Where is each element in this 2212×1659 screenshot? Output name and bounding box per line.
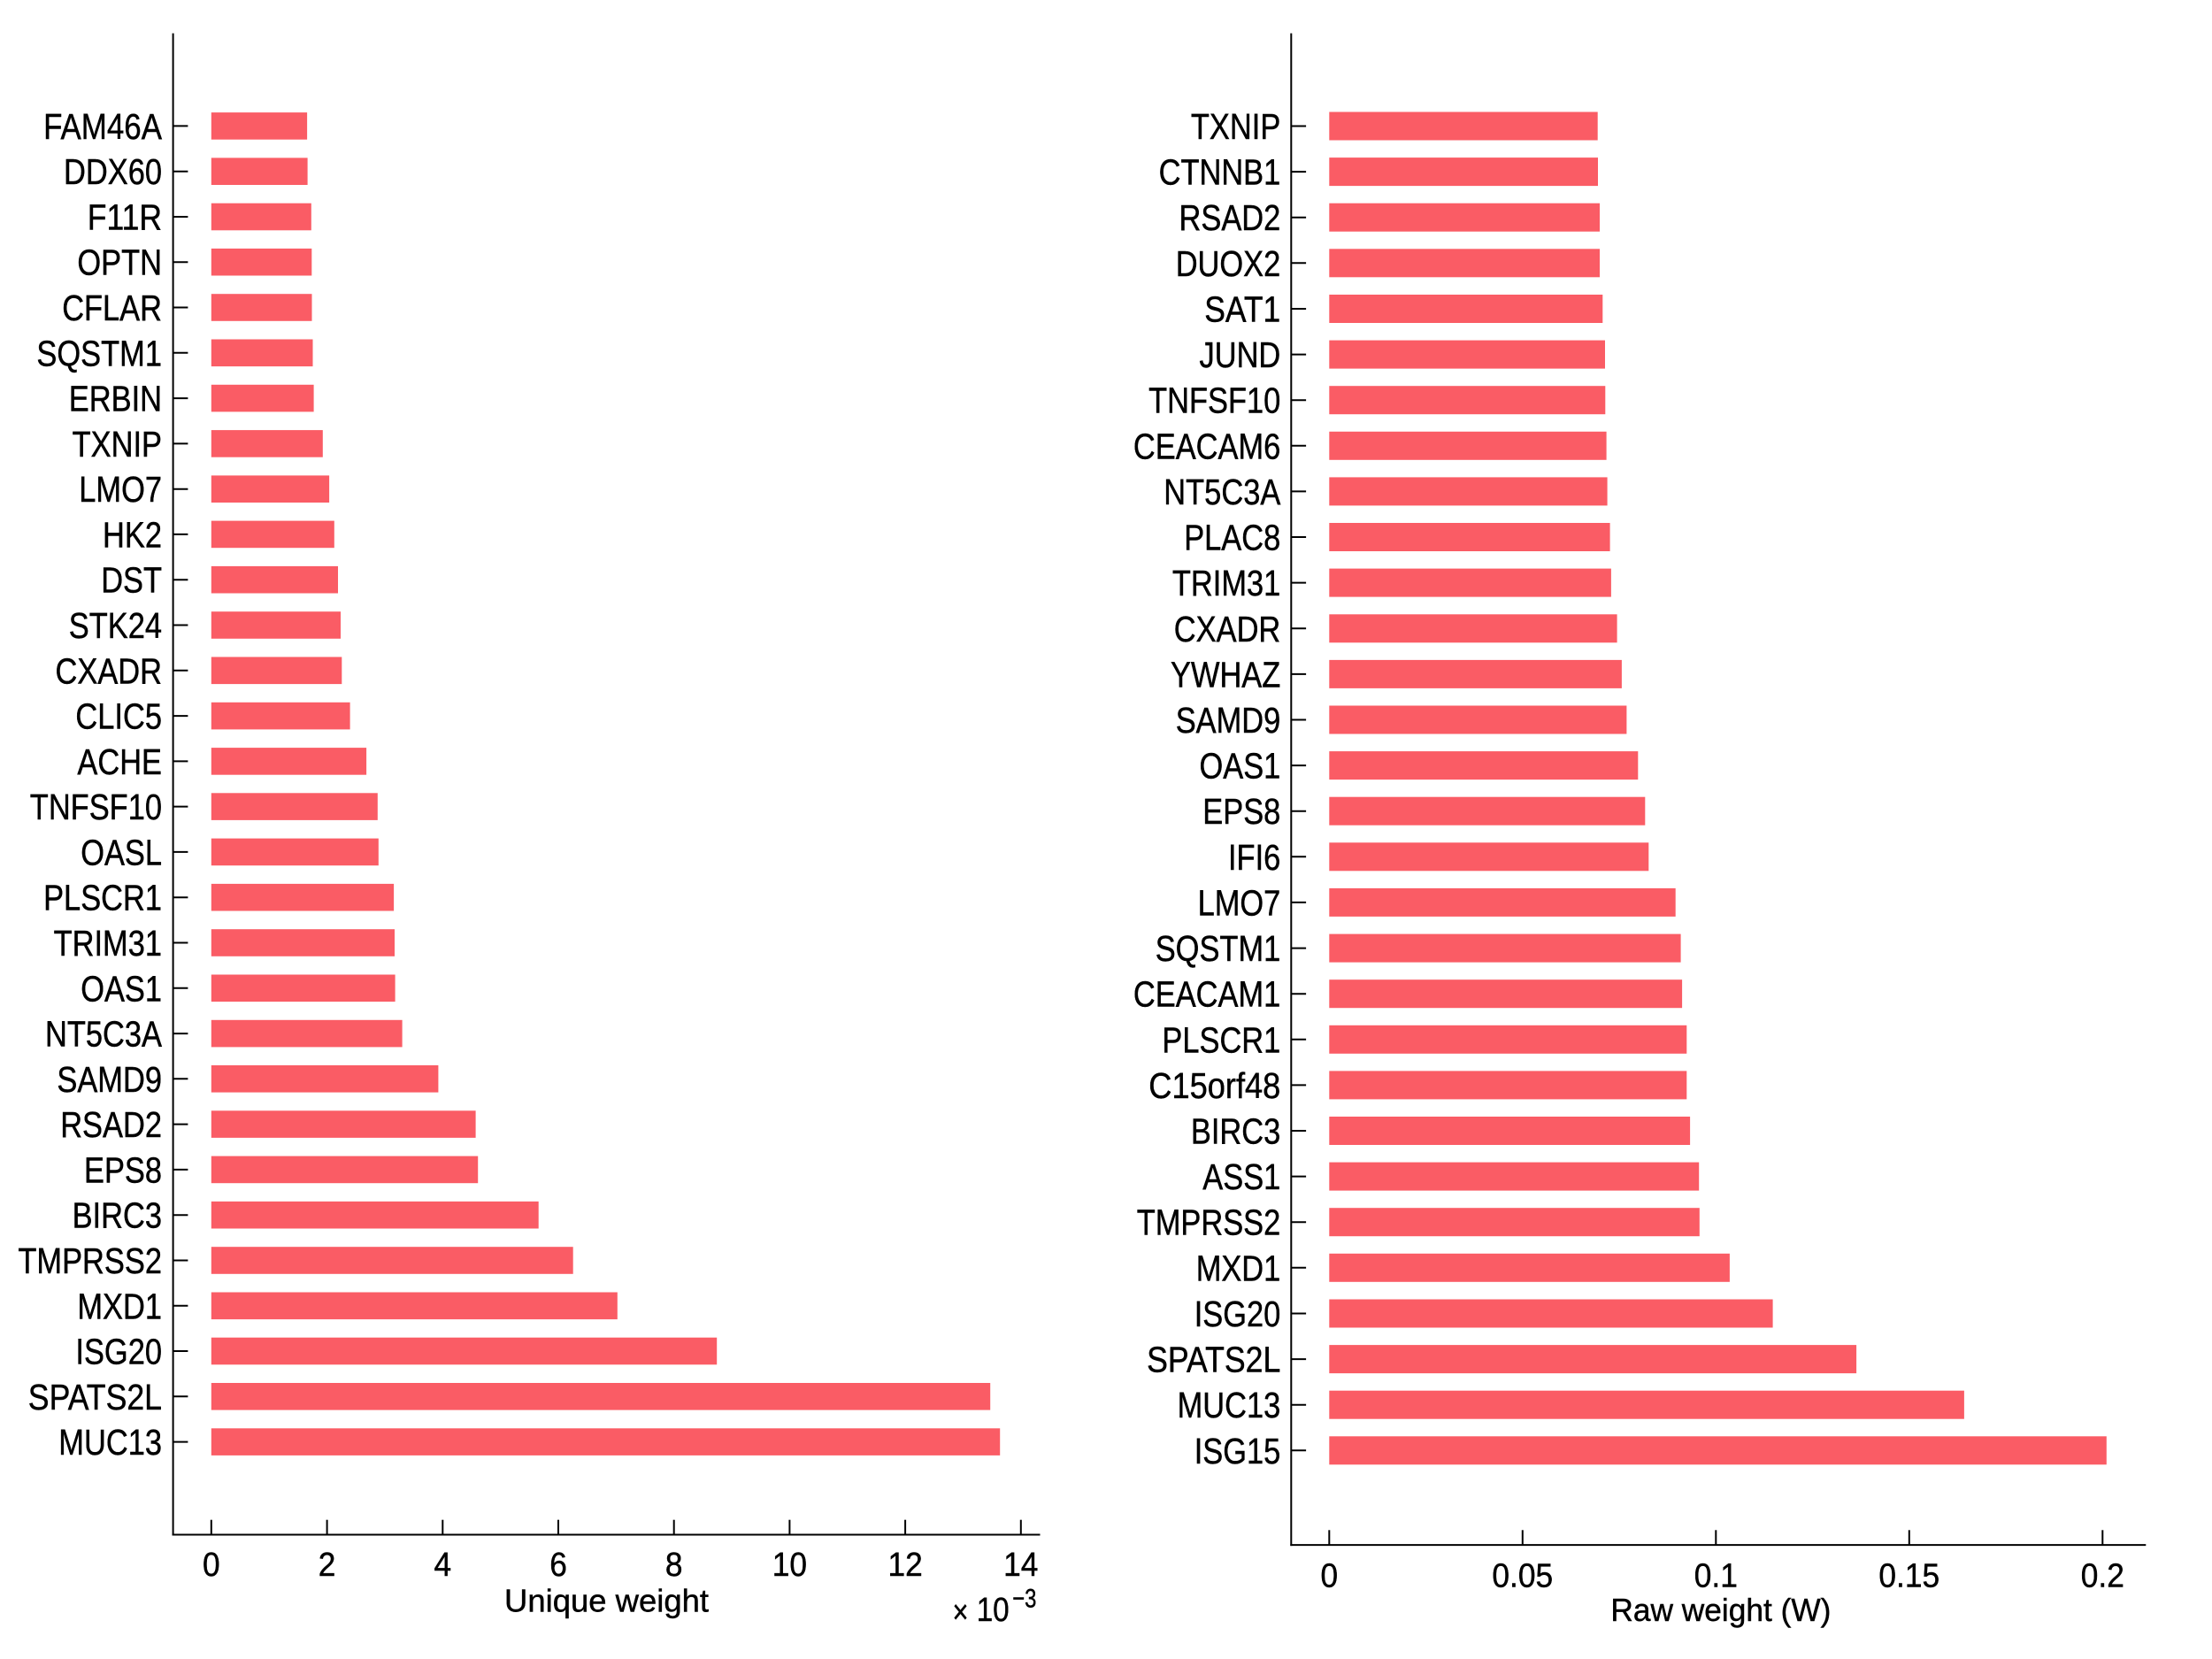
svg-text:F11R: F11R bbox=[88, 197, 162, 238]
svg-text:BIRC3: BIRC3 bbox=[73, 1195, 162, 1236]
svg-text:MXD1: MXD1 bbox=[77, 1286, 162, 1326]
svg-text:ACHE: ACHE bbox=[77, 741, 162, 782]
svg-text:TNFSF10: TNFSF10 bbox=[30, 787, 162, 827]
svg-text:TRIM31: TRIM31 bbox=[1172, 563, 1280, 603]
svg-text:SAMD9: SAMD9 bbox=[1176, 700, 1281, 741]
svg-text:ISG20: ISG20 bbox=[75, 1332, 162, 1372]
svg-text:CTNNB1: CTNNB1 bbox=[1159, 152, 1281, 193]
svg-text:10: 10 bbox=[772, 1547, 807, 1584]
svg-text:0: 0 bbox=[1321, 1558, 1339, 1595]
svg-text:DUOX2: DUOX2 bbox=[1176, 243, 1281, 284]
svg-text:CEACAM6: CEACAM6 bbox=[1133, 426, 1280, 466]
svg-text:TMPRSS2: TMPRSS2 bbox=[18, 1240, 162, 1281]
svg-text:JUND: JUND bbox=[1200, 334, 1281, 375]
svg-text:NT5C3A: NT5C3A bbox=[45, 1014, 162, 1055]
svg-text:YWHAZ: YWHAZ bbox=[1171, 654, 1280, 695]
svg-text:0.2: 0.2 bbox=[2081, 1558, 2124, 1595]
svg-text:TRIM31: TRIM31 bbox=[54, 923, 162, 964]
svg-text:LMO7: LMO7 bbox=[1198, 882, 1281, 923]
svg-text:SPATS2L: SPATS2L bbox=[28, 1377, 162, 1417]
svg-text:PLAC8: PLAC8 bbox=[1184, 518, 1280, 558]
svg-text:×: × bbox=[953, 1594, 969, 1632]
svg-text:ISG20: ISG20 bbox=[1194, 1294, 1281, 1334]
svg-text:CXADR: CXADR bbox=[56, 650, 163, 691]
svg-text:C15orf48: C15orf48 bbox=[1148, 1065, 1280, 1106]
svg-text:SQSTM1: SQSTM1 bbox=[1156, 928, 1281, 969]
svg-text:OASL: OASL bbox=[81, 832, 162, 872]
svg-text:OPTN: OPTN bbox=[77, 242, 162, 283]
svg-text:FAM46A: FAM46A bbox=[43, 106, 162, 147]
svg-text:DDX60: DDX60 bbox=[64, 151, 162, 192]
svg-text:8: 8 bbox=[665, 1547, 683, 1584]
svg-text:BIRC3: BIRC3 bbox=[1191, 1111, 1280, 1152]
svg-text:TXNIP: TXNIP bbox=[1191, 106, 1280, 147]
svg-text:TMPRSS2: TMPRSS2 bbox=[1137, 1202, 1281, 1243]
svg-text:RSAD2: RSAD2 bbox=[60, 1104, 162, 1145]
svg-text:SAMD9: SAMD9 bbox=[57, 1059, 162, 1100]
svg-text:ASS1: ASS1 bbox=[1202, 1156, 1280, 1197]
svg-text:12: 12 bbox=[887, 1547, 922, 1584]
svg-text:0.05: 0.05 bbox=[1492, 1558, 1553, 1595]
svg-text:MXD1: MXD1 bbox=[1196, 1248, 1281, 1288]
svg-text:IFI6: IFI6 bbox=[1228, 837, 1280, 878]
svg-text:RSAD2: RSAD2 bbox=[1179, 197, 1281, 238]
svg-text:10: 10 bbox=[977, 1592, 1010, 1629]
svg-text:OAS1: OAS1 bbox=[1200, 746, 1281, 787]
svg-text:ERBIN: ERBIN bbox=[69, 379, 162, 419]
svg-text:EPS8: EPS8 bbox=[84, 1149, 162, 1190]
svg-text:PLSCR1: PLSCR1 bbox=[1162, 1019, 1280, 1060]
svg-text:CEACAM1: CEACAM1 bbox=[1133, 974, 1280, 1015]
svg-text:6: 6 bbox=[549, 1547, 567, 1584]
svg-text:OAS1: OAS1 bbox=[81, 968, 162, 1009]
svg-text:14: 14 bbox=[1003, 1547, 1038, 1584]
svg-text:CXADR: CXADR bbox=[1174, 609, 1281, 649]
svg-text:−3: −3 bbox=[1012, 1584, 1036, 1613]
svg-text:MUC13: MUC13 bbox=[1178, 1385, 1281, 1425]
svg-text:Unique weight: Unique weight bbox=[504, 1582, 709, 1618]
svg-text:0.1: 0.1 bbox=[1694, 1558, 1738, 1595]
svg-text:0: 0 bbox=[203, 1547, 220, 1584]
svg-text:CFLAR: CFLAR bbox=[62, 288, 162, 328]
svg-text:EPS8: EPS8 bbox=[1202, 791, 1280, 832]
svg-text:Raw weight (W): Raw weight (W) bbox=[1610, 1592, 1831, 1628]
svg-text:TXNIP: TXNIP bbox=[73, 424, 162, 465]
svg-text:TNFSF10: TNFSF10 bbox=[1148, 380, 1280, 421]
svg-text:DST: DST bbox=[101, 560, 162, 601]
svg-text:SPATS2L: SPATS2L bbox=[1147, 1340, 1280, 1380]
svg-text:4: 4 bbox=[434, 1547, 452, 1584]
svg-text:ISG15: ISG15 bbox=[1194, 1431, 1281, 1471]
svg-text:SAT1: SAT1 bbox=[1204, 289, 1280, 330]
svg-text:LMO7: LMO7 bbox=[79, 469, 162, 510]
svg-text:PLSCR1: PLSCR1 bbox=[43, 878, 162, 918]
svg-text:SQSTM1: SQSTM1 bbox=[36, 333, 162, 373]
svg-text:STK24: STK24 bbox=[69, 605, 162, 646]
svg-text:HK2: HK2 bbox=[103, 514, 162, 555]
svg-text:NT5C3A: NT5C3A bbox=[1164, 472, 1280, 512]
svg-text:0.15: 0.15 bbox=[1878, 1558, 1939, 1595]
svg-text:2: 2 bbox=[319, 1547, 336, 1584]
svg-text:CLIC5: CLIC5 bbox=[75, 696, 162, 737]
svg-text:MUC13: MUC13 bbox=[58, 1422, 162, 1463]
